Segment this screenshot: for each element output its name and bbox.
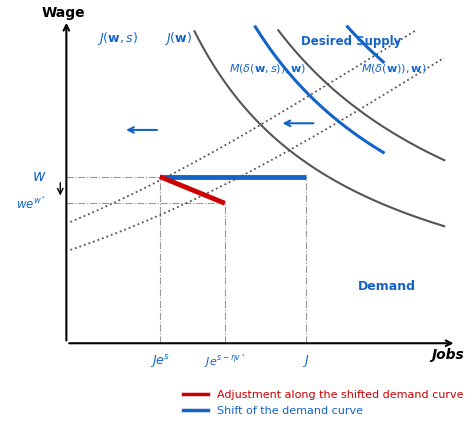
Text: Wage: Wage xyxy=(42,6,86,20)
Legend: Adjustment along the shifted demand curve, Shift of the demand curve: Adjustment along the shifted demand curv… xyxy=(179,385,467,421)
Text: $Je^{s-\eta v^*}$: $Je^{s-\eta v^*}$ xyxy=(204,353,246,370)
Text: $we^{w^*}$: $we^{w^*}$ xyxy=(16,195,46,212)
Text: $J(\mathbf{w},s)$: $J(\mathbf{w},s)$ xyxy=(97,30,137,47)
Text: $J(\mathbf{w})$: $J(\mathbf{w})$ xyxy=(164,30,192,47)
Text: Jobs: Jobs xyxy=(432,348,465,362)
Text: $J$: $J$ xyxy=(302,353,310,369)
Text: Demand: Demand xyxy=(358,280,416,293)
Text: $Je^s$: $Je^s$ xyxy=(150,353,170,370)
Text: $M(\delta(\mathbf{w},s)),\mathbf{w})$: $M(\delta(\mathbf{w},s)),\mathbf{w})$ xyxy=(229,62,306,75)
Text: $M(\delta(\mathbf{w})),\mathbf{w})$: $M(\delta(\mathbf{w})),\mathbf{w})$ xyxy=(361,62,426,75)
Text: $w$: $w$ xyxy=(32,169,46,184)
Text: Desired Supply: Desired Supply xyxy=(301,35,401,48)
